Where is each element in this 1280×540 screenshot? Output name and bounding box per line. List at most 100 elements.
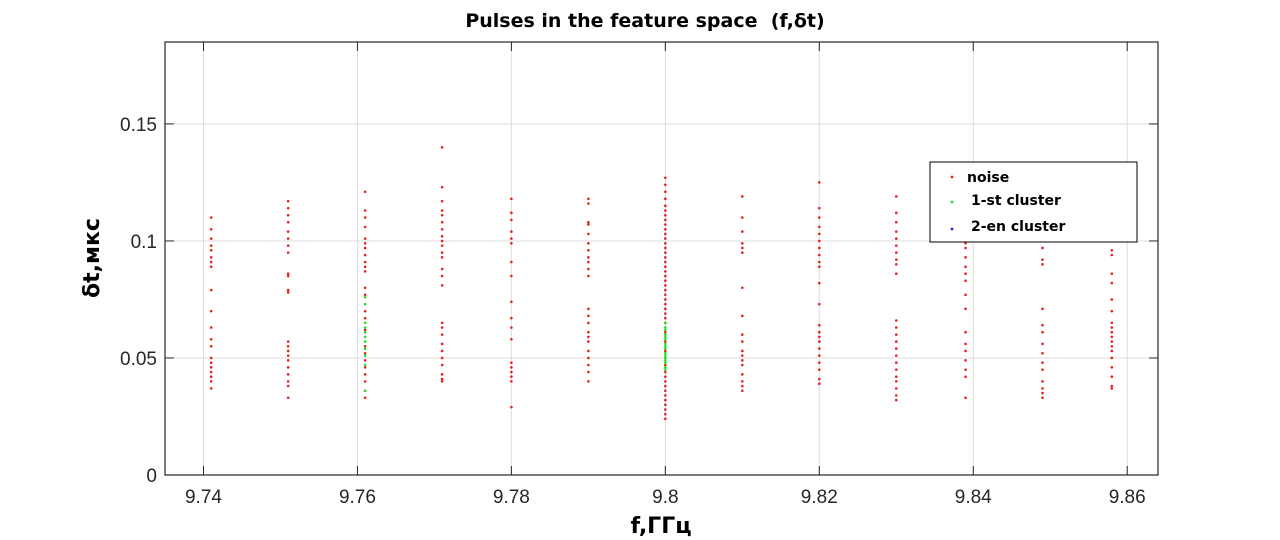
data-point-noise — [440, 185, 444, 189]
data-point-noise — [894, 220, 898, 224]
data-point-noise — [587, 274, 590, 278]
data-point-noise — [664, 265, 667, 268]
data-point-noise — [587, 340, 590, 343]
data-point-noise — [363, 190, 367, 194]
data-point-noise — [664, 288, 667, 292]
data-point-noise — [741, 363, 744, 367]
data-point-noise — [818, 260, 821, 264]
data-point-noise — [286, 230, 290, 233]
data-point-noise — [286, 272, 290, 276]
data-point-noise — [1041, 258, 1044, 261]
data-point-1-st-cluster — [363, 295, 367, 299]
data-point-noise — [510, 218, 513, 222]
data-point-noise — [894, 354, 898, 357]
data-point-noise — [440, 342, 444, 346]
data-point-noise — [741, 384, 744, 388]
data-point-noise — [209, 361, 213, 364]
data-point-noise — [286, 213, 290, 217]
data-point-noise — [363, 225, 367, 229]
data-point-noise — [363, 265, 367, 268]
data-point-noise — [1110, 272, 1114, 276]
data-point-1-st-cluster — [664, 356, 667, 360]
data-point-1-st-cluster — [363, 326, 367, 329]
data-point-noise — [818, 281, 821, 285]
x-tick-label: 9.86 — [1109, 487, 1146, 508]
data-point-noise — [1041, 263, 1044, 266]
data-point-noise — [286, 237, 290, 240]
data-point-noise — [1110, 298, 1114, 301]
data-point-noise — [1041, 342, 1044, 346]
data-point-noise — [664, 316, 667, 320]
data-point-noise — [209, 227, 213, 231]
data-point-1-st-cluster — [664, 366, 667, 369]
data-point-noise — [510, 237, 513, 240]
x-tick-label: 9.78 — [493, 487, 530, 508]
data-point-noise — [741, 216, 744, 219]
data-point-noise — [1041, 396, 1044, 400]
data-point-noise — [894, 340, 898, 343]
data-point-noise — [964, 396, 967, 400]
data-point-noise — [209, 244, 213, 247]
data-point-noise — [894, 230, 898, 233]
data-point-noise — [440, 326, 444, 329]
data-point-noise — [818, 206, 821, 210]
data-point-noise — [894, 326, 898, 329]
data-point-noise — [587, 314, 590, 318]
data-point-noise — [664, 274, 667, 278]
data-point-noise — [664, 260, 667, 264]
data-point-noise — [741, 314, 744, 318]
legend-label-cluster-2: 2-en cluster — [971, 219, 1065, 235]
data-point-noise — [286, 274, 290, 278]
data-point-noise — [440, 227, 444, 231]
data-point-noise — [286, 380, 290, 383]
data-point-noise — [587, 363, 590, 367]
data-point-noise — [286, 396, 290, 400]
data-point-noise — [964, 359, 967, 362]
data-point-noise — [587, 267, 590, 271]
data-point-noise — [664, 349, 667, 353]
data-point-noise — [209, 370, 213, 374]
data-point-noise — [818, 340, 821, 343]
x-tick-label: 9.82 — [801, 487, 838, 508]
data-point-1-st-cluster — [664, 335, 667, 339]
data-point-noise — [587, 330, 590, 334]
data-point-noise — [664, 223, 667, 226]
data-point-noise — [664, 279, 667, 283]
data-point-1-st-cluster — [664, 344, 667, 348]
data-point-noise — [894, 211, 898, 215]
x-tick-label: 9.76 — [339, 487, 376, 508]
data-point-noise — [440, 333, 444, 336]
data-point-noise — [894, 398, 898, 402]
data-point-noise — [664, 246, 667, 250]
data-point-noise — [209, 309, 213, 313]
data-point-noise — [664, 176, 667, 180]
data-point-noise — [664, 237, 667, 240]
data-point-noise — [741, 340, 744, 343]
data-point-noise — [741, 380, 744, 383]
data-point-1-st-cluster — [363, 340, 367, 343]
data-point-noise — [510, 316, 513, 320]
data-point-noise — [1110, 349, 1114, 353]
x-tick-label: 9.84 — [955, 487, 992, 508]
data-point-noise — [440, 267, 444, 271]
data-point-noise — [894, 380, 898, 383]
data-point-noise — [209, 387, 213, 390]
data-point-noise — [440, 321, 444, 325]
data-point-noise — [964, 342, 967, 346]
data-point-1-st-cluster — [664, 337, 667, 341]
legend-label-cluster-1: 1-st cluster — [971, 193, 1061, 209]
data-point-noise — [363, 328, 367, 332]
data-point-noise — [818, 265, 821, 268]
data-point-noise — [664, 380, 667, 383]
data-point-noise — [286, 206, 290, 210]
data-point-noise — [510, 300, 513, 304]
data-point-noise — [664, 384, 667, 388]
data-point-noise — [741, 241, 744, 245]
legend-marker-noise — [950, 175, 954, 179]
data-point-noise — [664, 256, 667, 259]
data-point-noise — [964, 375, 967, 378]
data-point-noise — [894, 375, 898, 378]
data-point-noise — [1041, 380, 1044, 383]
data-point-noise — [286, 251, 290, 254]
